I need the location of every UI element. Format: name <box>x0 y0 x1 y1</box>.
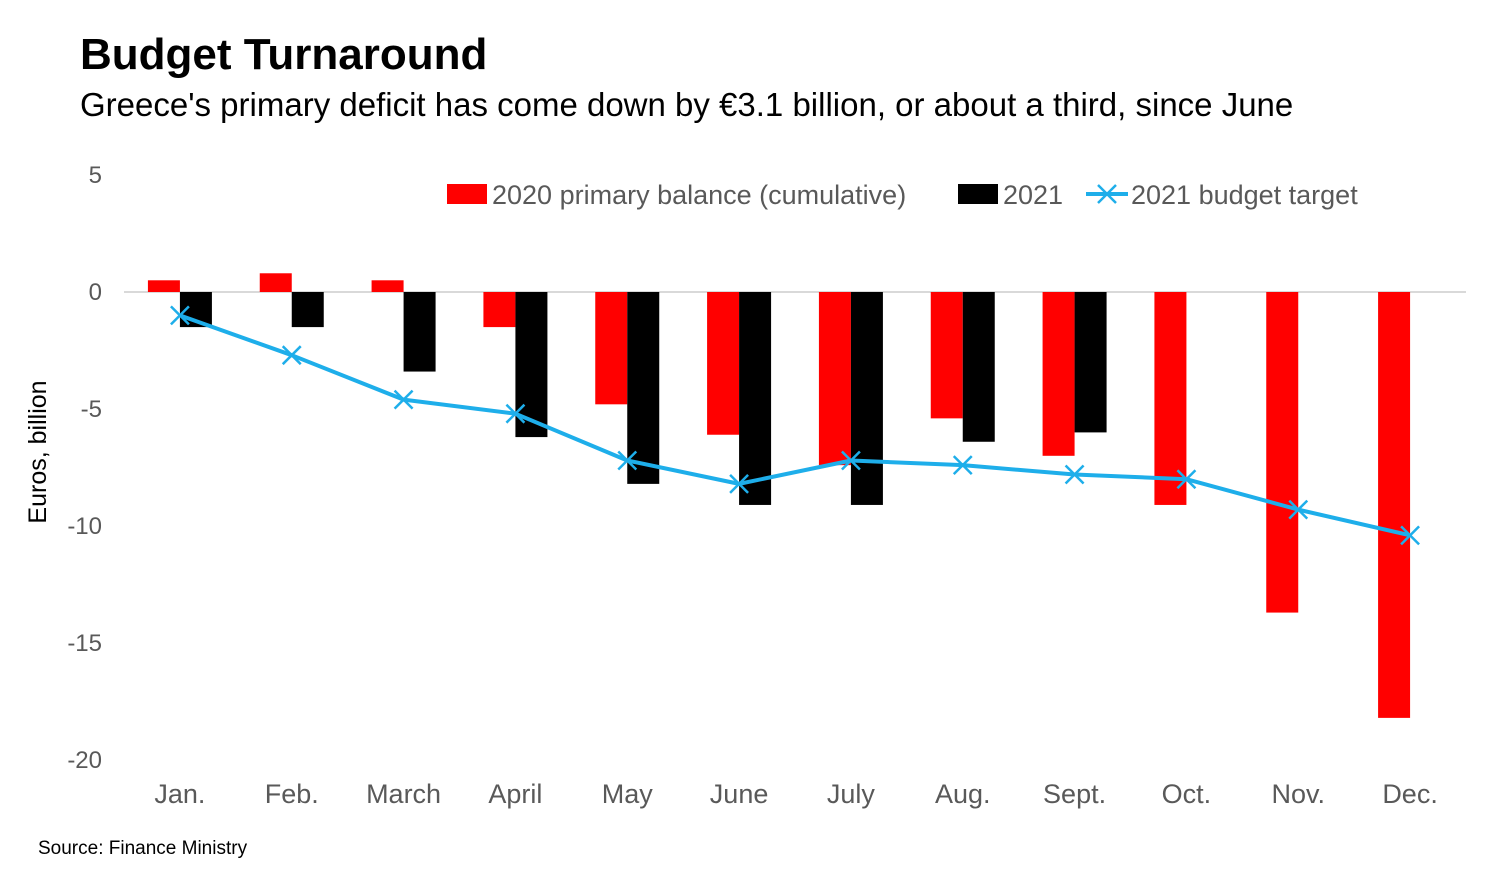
y-axis-label: Euros, billion <box>24 380 52 523</box>
target-point <box>841 450 861 471</box>
y-tick-label: -15 <box>67 630 102 657</box>
target-marker-stroke <box>841 450 861 471</box>
bar-2020 <box>595 292 628 405</box>
target-marker-stroke <box>729 473 749 494</box>
chart-subtitle: Greece's primary deficit has come down b… <box>80 86 1294 123</box>
target-marker-stroke <box>1176 469 1197 490</box>
y-tick-label: -20 <box>67 747 102 774</box>
target-marker-stroke <box>393 389 414 410</box>
target-point <box>1400 525 1420 546</box>
bar-2020 <box>371 280 404 292</box>
x-tick-label: March <box>366 779 441 809</box>
target-point <box>393 389 414 410</box>
y-tick-label: 5 <box>89 162 102 189</box>
target-point <box>170 305 190 326</box>
bar-2020 <box>818 292 851 466</box>
x-tick-label: April <box>488 779 542 809</box>
target-point <box>729 473 749 494</box>
x-tick-label: May <box>602 779 654 809</box>
bar-2020 <box>147 280 180 292</box>
target-marker-stroke <box>952 455 973 476</box>
bar-2021 <box>291 292 324 328</box>
target-marker-stroke <box>1064 464 1085 485</box>
x-tick-label: July <box>827 779 876 809</box>
target-marker-stroke <box>281 345 302 366</box>
target-marker-stroke <box>1400 525 1420 546</box>
target-point <box>1064 464 1085 485</box>
target-line <box>179 313 1411 538</box>
x-tick-label: June <box>710 779 769 809</box>
legend-swatch-2021 <box>958 184 998 204</box>
chart-title: Budget Turnaround <box>80 30 488 79</box>
bar-2020 <box>1266 292 1299 613</box>
source-note: Source: Finance Ministry <box>38 838 248 859</box>
legend: 2020 primary balance (cumulative) 2021 202… <box>447 180 1358 210</box>
bars <box>147 273 1411 718</box>
bar-2020 <box>1378 292 1411 718</box>
target-marker-stroke <box>1288 499 1309 520</box>
x-tick-label: Aug. <box>935 779 991 809</box>
x-tick-label: Nov. <box>1271 779 1325 809</box>
legend-label-2021: 2021 <box>1003 180 1063 210</box>
target-marker-stroke <box>617 450 638 471</box>
y-tick-label: -10 <box>67 513 102 540</box>
target-point <box>952 455 973 476</box>
bar-2021 <box>739 292 772 505</box>
target-point <box>505 403 526 424</box>
y-tick-label: -5 <box>81 396 102 423</box>
x-tick-label: Oct. <box>1162 779 1212 809</box>
bar-2021 <box>515 292 548 438</box>
x-tick-label: Sept. <box>1043 779 1106 809</box>
legend-label-target: 2021 budget target <box>1131 180 1358 210</box>
y-tick-label: 0 <box>89 279 102 306</box>
target-point <box>281 345 302 366</box>
bar-2020 <box>707 292 740 435</box>
bar-2020 <box>1154 292 1187 505</box>
bar-2020 <box>483 292 516 328</box>
legend-label-2020: 2020 primary balance (cumulative) <box>492 180 906 210</box>
x-tick-label: Feb. <box>265 779 319 809</box>
bar-2021 <box>850 292 883 505</box>
x-tick-label: Dec. <box>1382 779 1438 809</box>
bar-2020 <box>259 273 292 292</box>
bar-2021 <box>627 292 660 484</box>
target-marker-stroke <box>170 305 190 326</box>
bar-2020 <box>930 292 963 419</box>
legend-swatch-2020 <box>447 184 487 204</box>
x-tick-label: Jan. <box>154 779 205 809</box>
target-line-series <box>170 305 1420 546</box>
target-point <box>1176 469 1197 490</box>
target-point <box>617 450 638 471</box>
legend-marker-target <box>1097 184 1117 204</box>
target-point <box>1288 499 1309 520</box>
bar-2020 <box>1042 292 1075 456</box>
bar-2021 <box>403 292 436 372</box>
y-axis-ticks: 5 0 -5 -10 -15 -20 <box>67 162 102 774</box>
bar-2021 <box>962 292 995 442</box>
target-marker-stroke <box>505 403 526 424</box>
x-axis-ticks: Jan. Feb. March April May June July Aug. Sept. Oc… <box>154 779 1437 809</box>
bar-2021 <box>1074 292 1107 433</box>
